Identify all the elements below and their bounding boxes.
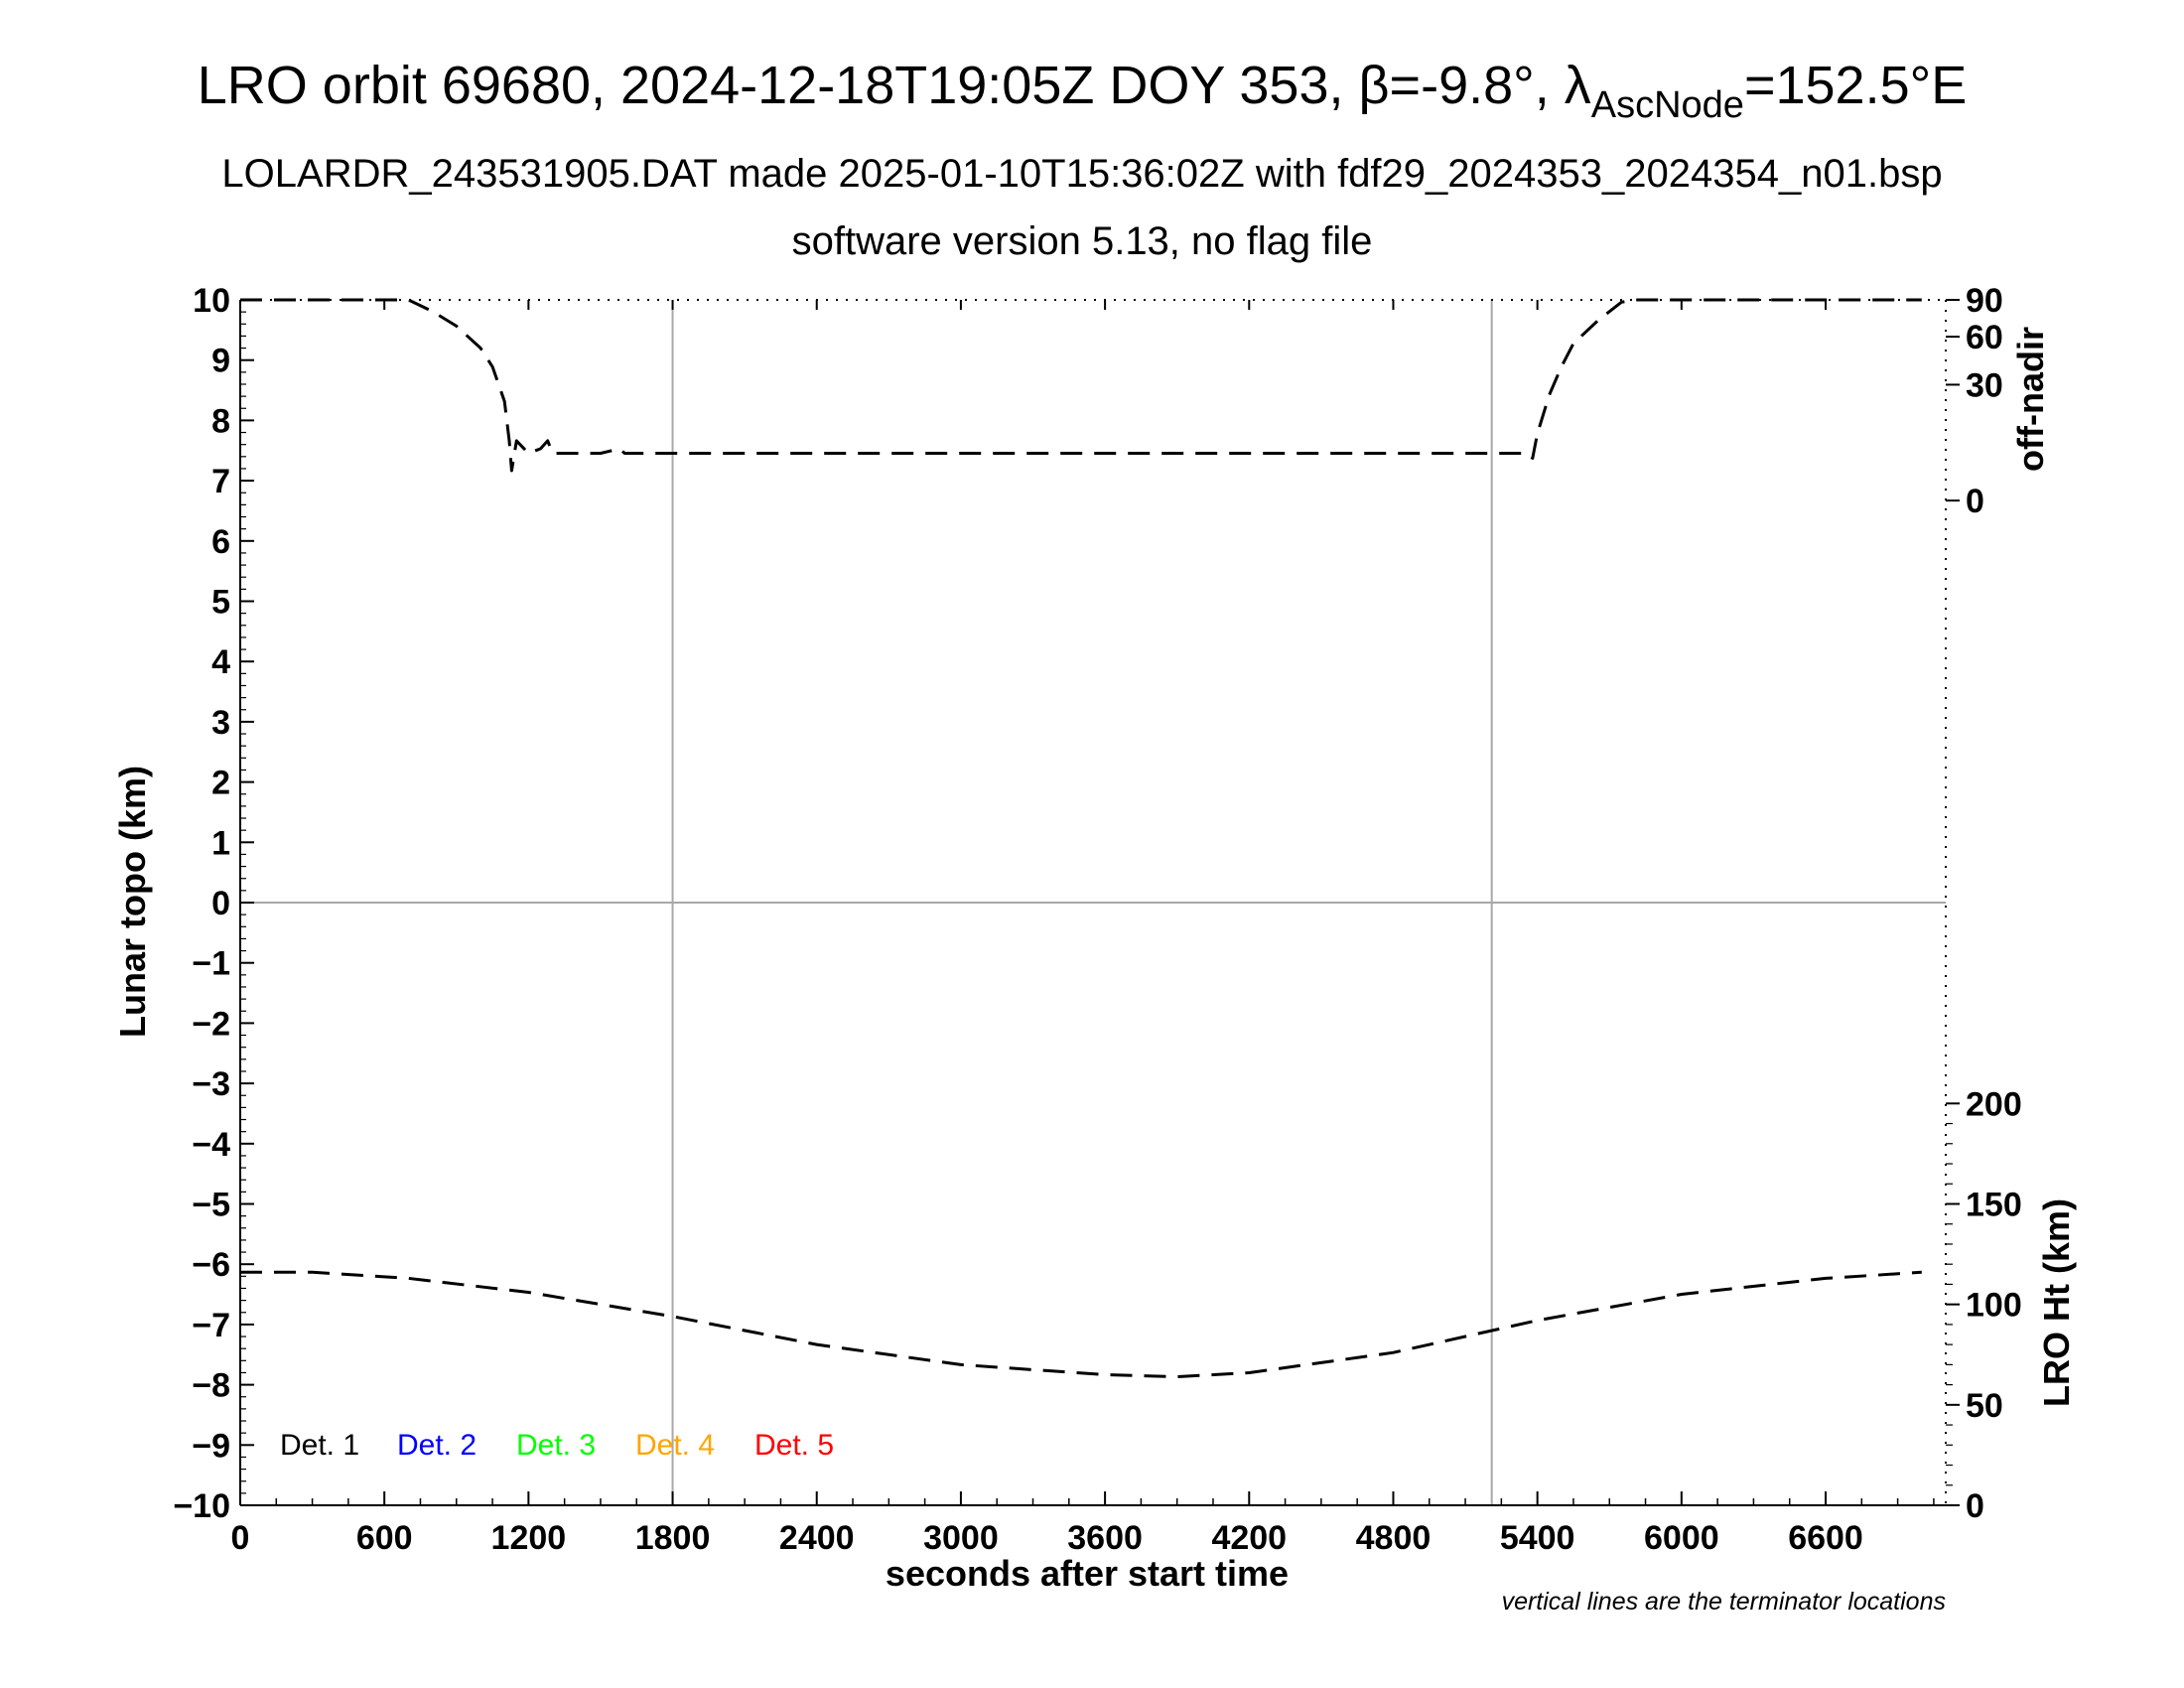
- data-series: [240, 298, 1922, 1378]
- y-tick-label: 2: [211, 765, 230, 802]
- y-tick-label: 7: [211, 463, 230, 500]
- lro-height-line: [240, 1270, 1922, 1378]
- off-nadir-tick-label: 90: [1966, 282, 2003, 320]
- y-tick-label: 10: [193, 282, 230, 320]
- y-tick-label: −7: [192, 1307, 230, 1344]
- legend-entry-det-2: Det. 2: [397, 1429, 477, 1462]
- off-nadir-tick-label: 60: [1966, 319, 2003, 356]
- x-axis-ticks: 0 600 1200 1800 2400 3000 3600 4200 4800 5400 6000…: [231, 300, 1935, 1557]
- grid-lines: [240, 300, 1946, 1505]
- chart-title: LRO orbit 69680, 2024-12-18T19:05Z DOY 3…: [198, 56, 1967, 126]
- x-tick-label: 1800: [635, 1519, 711, 1557]
- lro-height-axis-label: LRO Ht (km): [2036, 1198, 2077, 1407]
- y-tick-label: −6: [192, 1246, 230, 1284]
- x-tick-label: 6000: [1644, 1519, 1719, 1557]
- y-tick-label: −10: [173, 1487, 230, 1525]
- x-tick-label: 6600: [1788, 1519, 1863, 1557]
- off-nadir-axis-label: off-nadir: [2010, 327, 2051, 472]
- x-tick-label: 5400: [1500, 1519, 1575, 1557]
- y-tick-label: −3: [192, 1065, 230, 1103]
- legend-entry-det-5: Det. 5: [754, 1429, 834, 1462]
- y-tick-label: −8: [192, 1367, 230, 1405]
- height-tick-label: 200: [1966, 1085, 2022, 1123]
- legend-entry-det-4: Det. 4: [635, 1429, 715, 1462]
- x-tick-label: 4200: [1211, 1519, 1287, 1557]
- y-tick-label: −5: [192, 1187, 230, 1224]
- y-tick-label: −1: [192, 945, 230, 983]
- x-tick-label: 2400: [779, 1519, 855, 1557]
- legend-entry-det-3: Det. 3: [516, 1429, 596, 1462]
- y-tick-label: 9: [211, 343, 230, 380]
- x-tick-label: 4800: [1356, 1519, 1432, 1557]
- off-nadir-line: [240, 298, 1922, 473]
- x-tick-label: 600: [356, 1519, 413, 1557]
- y-tick-label: −2: [192, 1005, 230, 1043]
- legend: Det. 1 Det. 2 Det. 3 Det. 4 Det. 5: [280, 1429, 834, 1462]
- y-tick-label: 5: [211, 584, 230, 622]
- legend-entry-det-1: Det. 1: [280, 1429, 359, 1462]
- x-tick-label: 0: [231, 1519, 250, 1557]
- y-tick-label: −4: [192, 1126, 230, 1164]
- y-tick-label: 3: [211, 704, 230, 742]
- x-tick-label: 1200: [491, 1519, 567, 1557]
- off-nadir-tick-label: 30: [1966, 366, 2003, 404]
- height-tick-label: 50: [1966, 1387, 2003, 1425]
- terminator-note: vertical lines are the terminator locati…: [1502, 1588, 1946, 1616]
- height-tick-label: 0: [1966, 1487, 1984, 1525]
- y-tick-label: 1: [211, 824, 230, 862]
- height-tick-label: 100: [1966, 1287, 2022, 1325]
- chart-subtitle: LOLARDR_243531905.DAT made 2025-01-10T15…: [221, 152, 1942, 196]
- x-tick-label: 3000: [923, 1519, 999, 1557]
- x-axis-label: seconds after start time: [886, 1553, 1289, 1594]
- y-tick-label: −9: [192, 1427, 230, 1465]
- height-tick-label: 150: [1966, 1186, 2022, 1223]
- chart-subtitle-version: software version 5.13, no flag file: [792, 219, 1373, 263]
- y-tick-label: 4: [211, 643, 230, 681]
- y-tick-label: 6: [211, 523, 230, 561]
- y-axis-label: Lunar topo (km): [112, 766, 153, 1038]
- y-tick-label: 0: [211, 885, 230, 922]
- x-tick-label: 3600: [1067, 1519, 1143, 1557]
- off-nadir-tick-label: 0: [1966, 483, 1984, 520]
- y-tick-label: 8: [211, 402, 230, 440]
